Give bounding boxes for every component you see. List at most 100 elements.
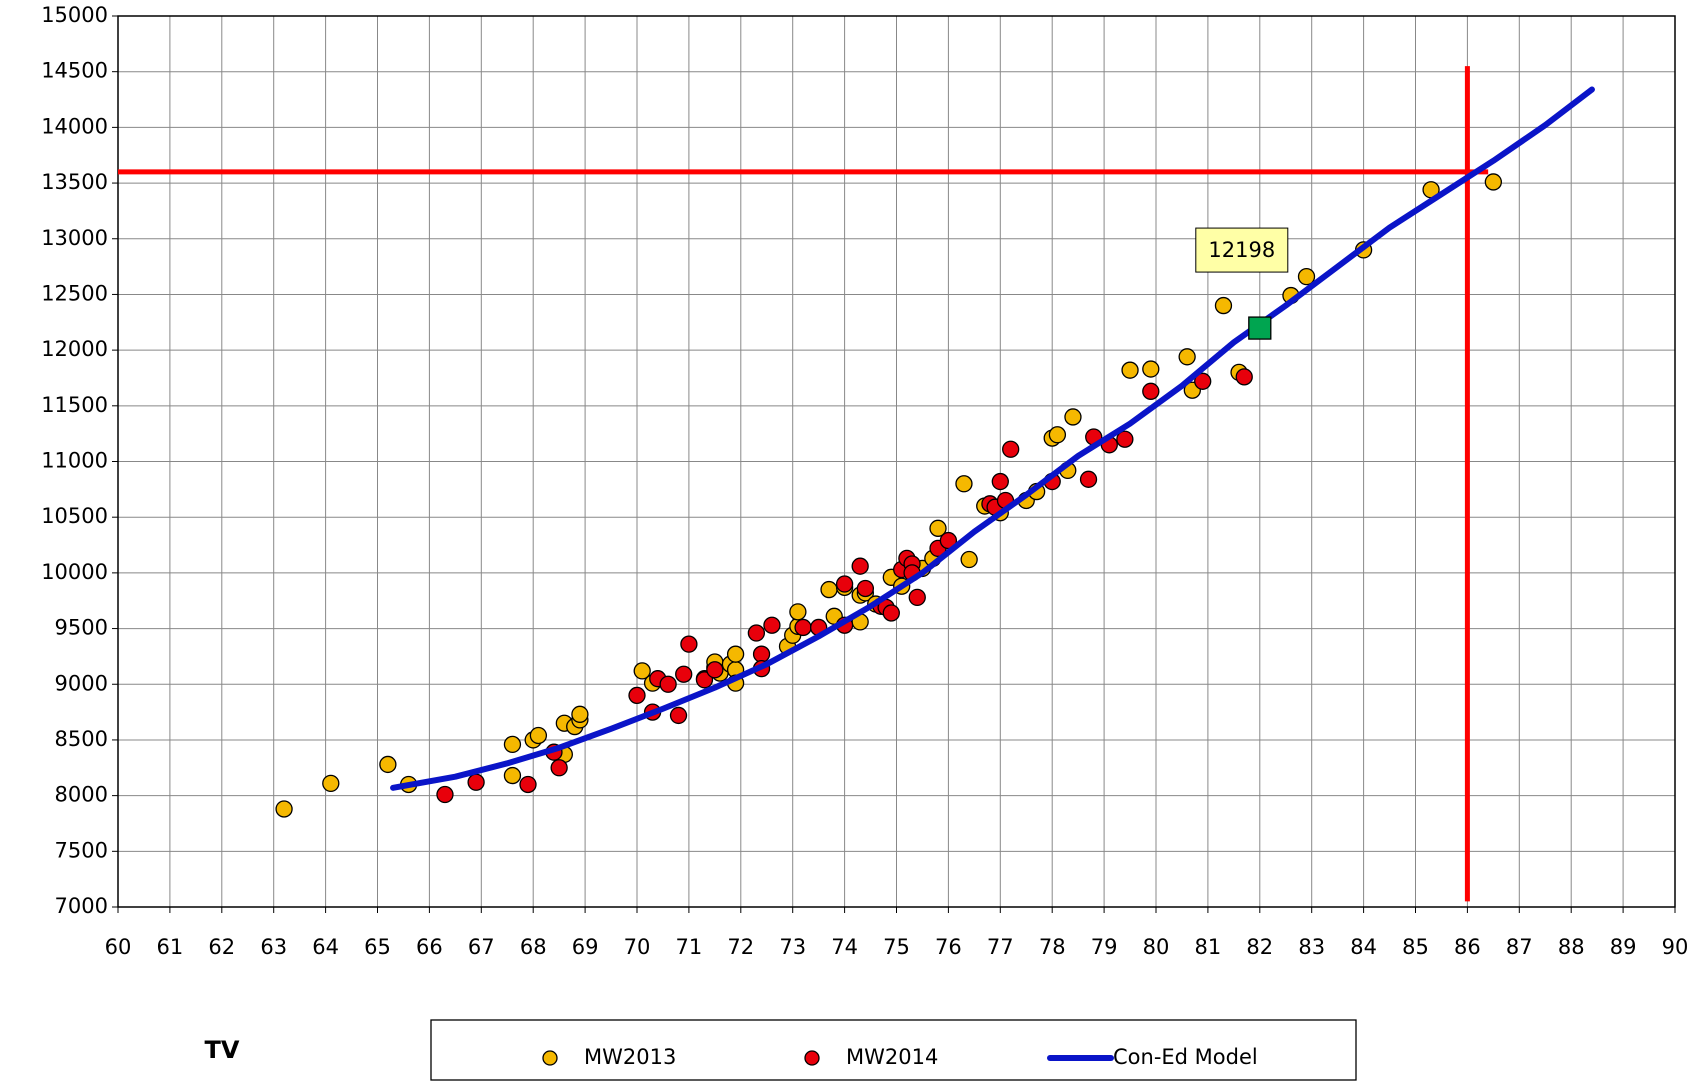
x-tick-label: 82 <box>1246 935 1273 959</box>
point <box>1142 360 1160 378</box>
point <box>436 785 454 804</box>
y-tick-label: 12500 <box>41 281 108 305</box>
point <box>571 705 589 723</box>
x-tick-label: 77 <box>987 935 1014 959</box>
point <box>659 675 677 693</box>
x-tick-label: 60 <box>105 935 132 959</box>
point <box>379 755 397 774</box>
point <box>680 635 698 653</box>
x-tick-label: 76 <box>935 935 962 959</box>
legend-label: MW2014 <box>846 1045 938 1069</box>
legend-label: MW2013 <box>584 1045 676 1069</box>
point <box>955 475 973 493</box>
highlight-label: 12198 <box>1208 238 1275 262</box>
x-tick-label: 73 <box>779 935 806 959</box>
x-tick-label: 69 <box>572 935 599 959</box>
point <box>628 686 646 705</box>
point <box>706 661 724 679</box>
y-tick-label: 13000 <box>41 226 108 250</box>
point <box>322 774 340 793</box>
y-tick-label: 15000 <box>41 3 108 27</box>
x-tick-label: 80 <box>1143 935 1170 959</box>
point <box>550 759 568 777</box>
x-tick-label: 85 <box>1402 935 1429 959</box>
x-tick-label: 70 <box>624 935 651 959</box>
point <box>908 588 926 607</box>
point <box>1064 408 1082 426</box>
y-tick-label: 13500 <box>41 170 108 194</box>
point <box>763 616 781 634</box>
point <box>695 671 714 689</box>
point <box>669 706 688 725</box>
point <box>1194 372 1212 390</box>
point <box>1235 368 1253 386</box>
legend-marker <box>542 1050 558 1066</box>
x-tick-label: 63 <box>260 935 287 959</box>
y-tick-label: 7500 <box>55 838 108 862</box>
point <box>1214 296 1233 315</box>
y-tick-label: 11000 <box>41 449 108 473</box>
point <box>529 726 548 745</box>
point <box>1142 382 1160 400</box>
x-tick-label: 67 <box>468 935 495 959</box>
point <box>467 773 485 791</box>
point <box>503 766 522 785</box>
model-line <box>390 86 1595 791</box>
point <box>633 662 651 680</box>
highlight-label-box <box>1195 227 1289 273</box>
legend-marker <box>804 1050 820 1066</box>
x-tick-label: 64 <box>312 935 339 959</box>
point <box>851 557 869 575</box>
y-tick-label: 8500 <box>55 727 108 751</box>
x-tick-label: 87 <box>1506 935 1533 959</box>
point <box>1048 426 1067 444</box>
x-tick-label: 75 <box>883 935 910 959</box>
legend-label: Con-Ed Model <box>1113 1045 1258 1069</box>
x-tick-label: 79 <box>1091 935 1118 959</box>
x-tick-label: 83 <box>1298 935 1325 959</box>
x-tick-label: 61 <box>157 935 184 959</box>
x-tick-label: 78 <box>1039 935 1066 959</box>
point <box>882 604 900 622</box>
x-tick-label: 74 <box>831 935 858 959</box>
point <box>1297 267 1316 286</box>
point <box>1178 348 1196 366</box>
point <box>1079 470 1098 488</box>
point <box>747 624 766 642</box>
y-tick-label: 9000 <box>55 671 108 695</box>
point <box>991 472 1009 491</box>
x-tick-label: 66 <box>416 935 443 959</box>
point <box>794 618 812 637</box>
x-tick-label: 90 <box>1662 935 1689 959</box>
point <box>1116 430 1134 448</box>
point <box>789 603 807 621</box>
x-tick-label: 71 <box>676 935 703 959</box>
legend-box <box>430 1019 1357 1081</box>
point <box>503 735 522 754</box>
point <box>752 645 771 663</box>
highlight-marker <box>1248 316 1272 340</box>
point <box>675 665 693 683</box>
point <box>275 800 293 818</box>
y-tick-label: 7000 <box>55 894 108 918</box>
y-tick-label: 10500 <box>41 504 108 528</box>
x-tick-label: 81 <box>1195 935 1222 959</box>
x-tick-label: 86 <box>1454 935 1481 959</box>
y-tick-label: 11500 <box>41 393 108 417</box>
point <box>726 645 745 663</box>
point <box>519 775 537 794</box>
x-tick-label: 88 <box>1558 935 1585 959</box>
point <box>960 550 978 569</box>
point <box>835 575 854 593</box>
point <box>1484 173 1502 191</box>
point <box>1121 361 1139 379</box>
point <box>929 519 947 537</box>
y-tick-label: 10000 <box>41 560 108 584</box>
x-tick-label: 68 <box>520 935 547 959</box>
y-tick-label: 12000 <box>41 337 108 361</box>
point <box>1002 440 1020 458</box>
y-tick-label: 14000 <box>41 114 108 138</box>
y-tick-label: 9500 <box>55 616 108 640</box>
